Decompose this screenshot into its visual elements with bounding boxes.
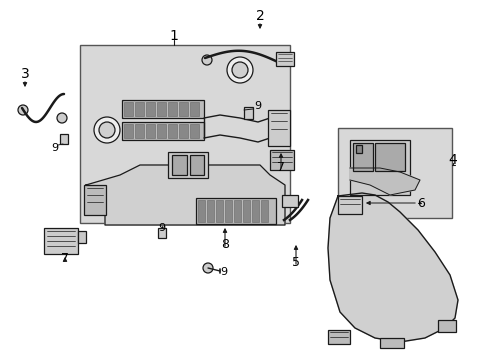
Bar (80, 45, 289, 223)
Bar (190, 124, 199, 138)
Text: 7: 7 (61, 252, 69, 265)
Bar (146, 124, 155, 138)
Bar (157, 102, 165, 116)
Text: 9: 9 (158, 223, 165, 233)
Bar (234, 200, 241, 222)
Polygon shape (327, 193, 457, 342)
Bar (124, 102, 133, 116)
Bar (327, 330, 349, 344)
Bar (122, 122, 203, 140)
Bar (168, 102, 177, 116)
Bar (168, 152, 207, 178)
Circle shape (231, 62, 247, 78)
Bar (157, 124, 165, 138)
Text: 2: 2 (255, 9, 264, 23)
Circle shape (99, 122, 115, 138)
Bar (158, 228, 165, 238)
Circle shape (94, 117, 120, 143)
Bar (251, 200, 259, 222)
Text: 9: 9 (51, 143, 59, 153)
Text: 1: 1 (169, 29, 178, 43)
Text: 9: 9 (220, 267, 227, 277)
Bar (337, 196, 361, 214)
Bar (437, 320, 455, 332)
Text: 3: 3 (20, 67, 29, 81)
Bar (261, 200, 267, 222)
Bar (168, 124, 177, 138)
Bar (190, 155, 203, 175)
Text: 9: 9 (254, 101, 261, 111)
Bar (224, 200, 231, 222)
Bar (135, 124, 143, 138)
Bar (190, 102, 199, 116)
Bar (267, 110, 289, 146)
Text: 7: 7 (276, 161, 285, 174)
Bar (179, 102, 187, 116)
Bar (275, 52, 293, 66)
Bar (196, 198, 275, 224)
Bar (379, 338, 403, 348)
Bar (349, 140, 409, 195)
Bar (216, 200, 223, 222)
Bar (282, 195, 297, 207)
Bar (179, 124, 187, 138)
Text: 5: 5 (291, 256, 299, 269)
Bar (352, 143, 372, 171)
Polygon shape (86, 165, 285, 225)
Bar (269, 150, 293, 170)
Bar (337, 128, 451, 218)
Circle shape (18, 105, 28, 115)
Text: 4: 4 (447, 153, 456, 167)
Bar (355, 145, 361, 153)
Text: 8: 8 (221, 238, 228, 251)
Bar (172, 155, 186, 175)
Bar (243, 200, 249, 222)
Bar (198, 200, 204, 222)
Circle shape (57, 113, 67, 123)
Bar (60, 134, 68, 144)
Polygon shape (349, 168, 419, 195)
Bar (374, 143, 404, 171)
Bar (244, 107, 252, 119)
Bar (78, 231, 86, 243)
Bar (84, 185, 106, 215)
Bar (146, 102, 155, 116)
Bar (44, 228, 78, 254)
Bar (206, 200, 214, 222)
Bar (122, 100, 203, 118)
Bar (124, 124, 133, 138)
Circle shape (202, 55, 212, 65)
Circle shape (226, 57, 252, 83)
Text: 6: 6 (416, 197, 424, 210)
Bar (135, 102, 143, 116)
Circle shape (203, 263, 213, 273)
